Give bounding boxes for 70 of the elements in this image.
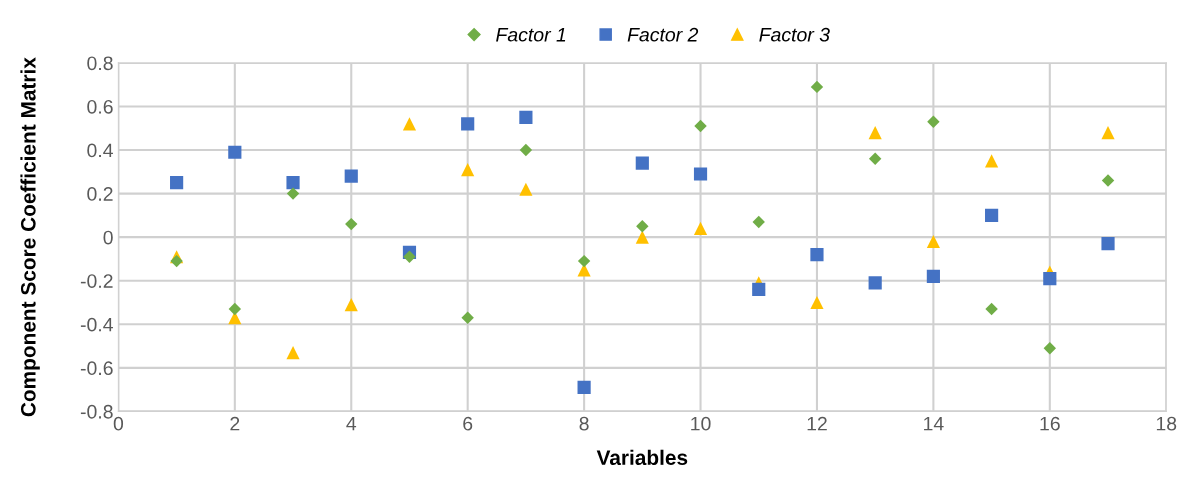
point — [1101, 126, 1115, 140]
point — [519, 143, 533, 157]
point — [1101, 237, 1115, 251]
x-tick-label: 12 — [807, 416, 827, 431]
x-axis-title: Variables — [596, 449, 688, 466]
x-tick-label: 14 — [924, 416, 944, 431]
x-tick-label: 2 — [230, 416, 240, 431]
point — [810, 248, 824, 262]
point — [228, 145, 242, 159]
point — [635, 156, 649, 170]
point — [228, 302, 242, 316]
legend-label: Factor 2 — [627, 27, 699, 42]
point — [402, 117, 417, 131]
x-tick-label: 6 — [463, 416, 473, 431]
x-tick-label: 4 — [346, 416, 357, 431]
point — [461, 117, 475, 131]
point — [868, 276, 882, 290]
x-tick-label: 0 — [113, 416, 124, 431]
legend-label: Factor 3 — [759, 27, 830, 42]
point — [985, 154, 999, 168]
point — [170, 254, 183, 268]
point — [693, 167, 708, 181]
point — [926, 269, 940, 283]
legend-label: Factor 1 — [496, 28, 566, 42]
y-tick-label: -0.8 — [80, 404, 113, 419]
point — [868, 126, 882, 140]
x-tick-label: 18 — [1156, 416, 1177, 431]
y-tick-label: 0.8 — [87, 56, 113, 71]
point — [170, 176, 184, 190]
x-tick-label: 10 — [691, 416, 711, 431]
point — [403, 250, 416, 263]
point — [345, 217, 358, 231]
x-tick-label: 16 — [1040, 416, 1060, 431]
point — [752, 282, 766, 297]
point — [577, 263, 591, 277]
point — [344, 298, 358, 312]
point — [577, 380, 591, 395]
y-axis-title: Component Score Coefficient Matrix — [20, 57, 40, 417]
point — [694, 119, 707, 133]
point — [461, 311, 474, 324]
point — [926, 234, 940, 249]
point — [519, 182, 533, 196]
point — [810, 80, 824, 94]
point — [635, 230, 649, 244]
point — [636, 220, 649, 233]
point — [1043, 342, 1057, 355]
point — [868, 152, 882, 165]
point — [577, 254, 591, 268]
point — [286, 187, 300, 200]
point — [461, 163, 475, 177]
y-tick-label: 0.2 — [87, 187, 113, 201]
point — [693, 221, 708, 236]
point — [286, 346, 300, 360]
point — [1043, 271, 1057, 286]
point — [286, 176, 300, 190]
y-tick-label: -0.2 — [80, 274, 113, 288]
x-tick-label: 8 — [579, 416, 589, 431]
y-tick-label: -0.4 — [80, 317, 113, 332]
point — [985, 208, 999, 222]
y-tick-label: -0.6 — [80, 361, 113, 376]
point — [752, 215, 765, 229]
y-tick-label: 0.6 — [87, 99, 113, 114]
point — [1101, 174, 1115, 187]
y-tick-label: 0 — [103, 230, 113, 245]
point — [927, 115, 940, 128]
point — [810, 295, 824, 310]
point — [985, 302, 998, 316]
point — [344, 169, 358, 183]
point — [519, 110, 533, 124]
y-tick-label: 0.4 — [87, 143, 113, 158]
